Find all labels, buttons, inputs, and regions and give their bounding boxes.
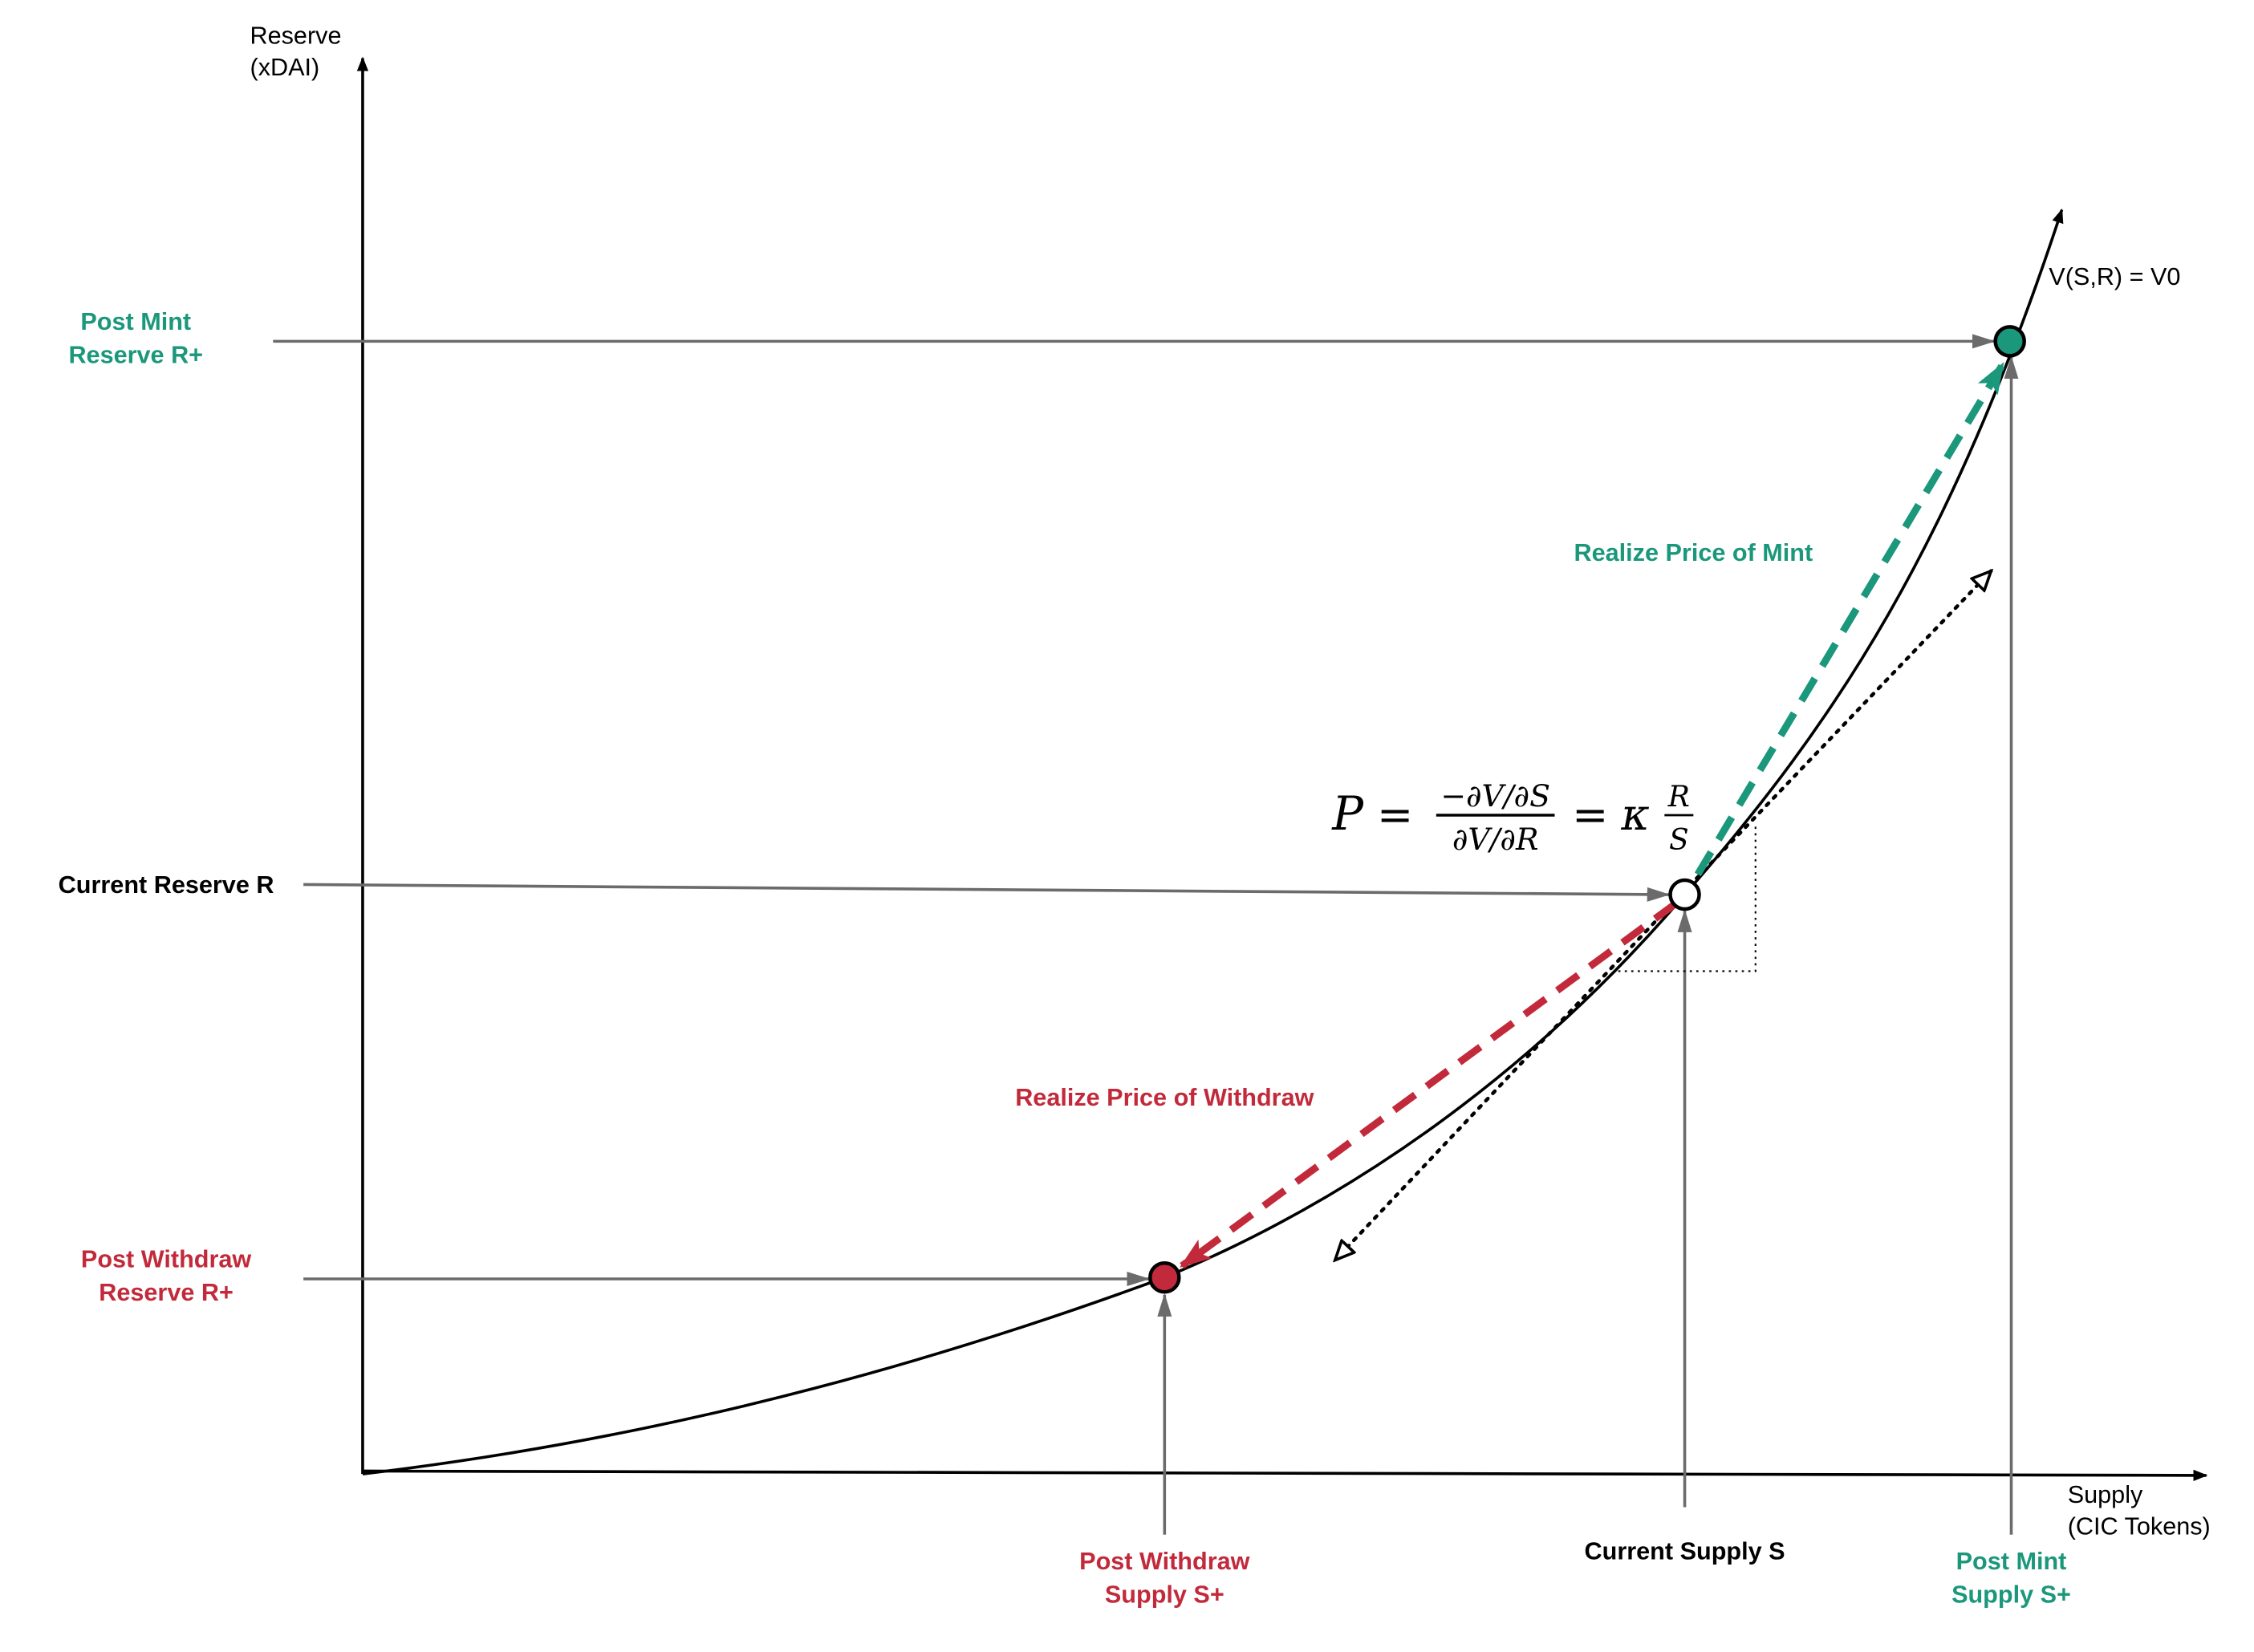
- realize-mint-label: Realize Price of Mint: [1574, 539, 1813, 566]
- y-axis-label: Reserve (xDAI): [250, 22, 342, 81]
- svg-text:κ: κ: [1620, 789, 1649, 840]
- svg-text:=: =: [1377, 789, 1413, 840]
- post-withdraw-supply-label: Post Withdraw Supply S+: [1079, 1548, 1249, 1608]
- post-withdraw-reserve-label: Post Withdraw Reserve R+: [81, 1246, 251, 1306]
- withdraw-price-arrow: [1180, 900, 1679, 1269]
- mint-price-arrow: [1694, 362, 2006, 877]
- svg-text:R: R: [1667, 781, 1690, 814]
- current-supply-label: Current Supply S: [1585, 1537, 1785, 1565]
- svg-text:−∂V/∂S: −∂V/∂S: [1440, 778, 1550, 814]
- x-axis-label: Supply (CIC Tokens): [2068, 1481, 2211, 1540]
- slope-triangle: [1618, 826, 1756, 972]
- price-formula: P = −∂V/∂S ∂V/∂R = κ R S: [1331, 778, 1694, 857]
- post-mint-reserve-label: Post Mint Reserve R+: [68, 308, 203, 368]
- svg-text:S: S: [1669, 824, 1689, 857]
- current-point: [1668, 878, 1701, 911]
- tangent-line-lower: [1335, 912, 1663, 1260]
- x-axis: [362, 1469, 2208, 1482]
- current-reserve-label: Current Reserve R: [59, 871, 274, 899]
- post-mint-point: [1993, 325, 2026, 358]
- svg-text:P: P: [1331, 787, 1364, 841]
- curve-label: V(S,R) = V0: [2049, 263, 2180, 290]
- realize-withdraw-label: Realize Price of Withdraw: [1015, 1084, 1314, 1111]
- svg-text:=: =: [1572, 789, 1608, 840]
- post-withdraw-point: [1148, 1260, 1181, 1294]
- invariant-curve: [362, 208, 2064, 1475]
- post-mint-supply-label: Post Mint Supply S+: [1951, 1548, 2071, 1608]
- current-reserve-arrow: [303, 883, 1671, 902]
- svg-text:∂V/∂R: ∂V/∂R: [1452, 822, 1539, 857]
